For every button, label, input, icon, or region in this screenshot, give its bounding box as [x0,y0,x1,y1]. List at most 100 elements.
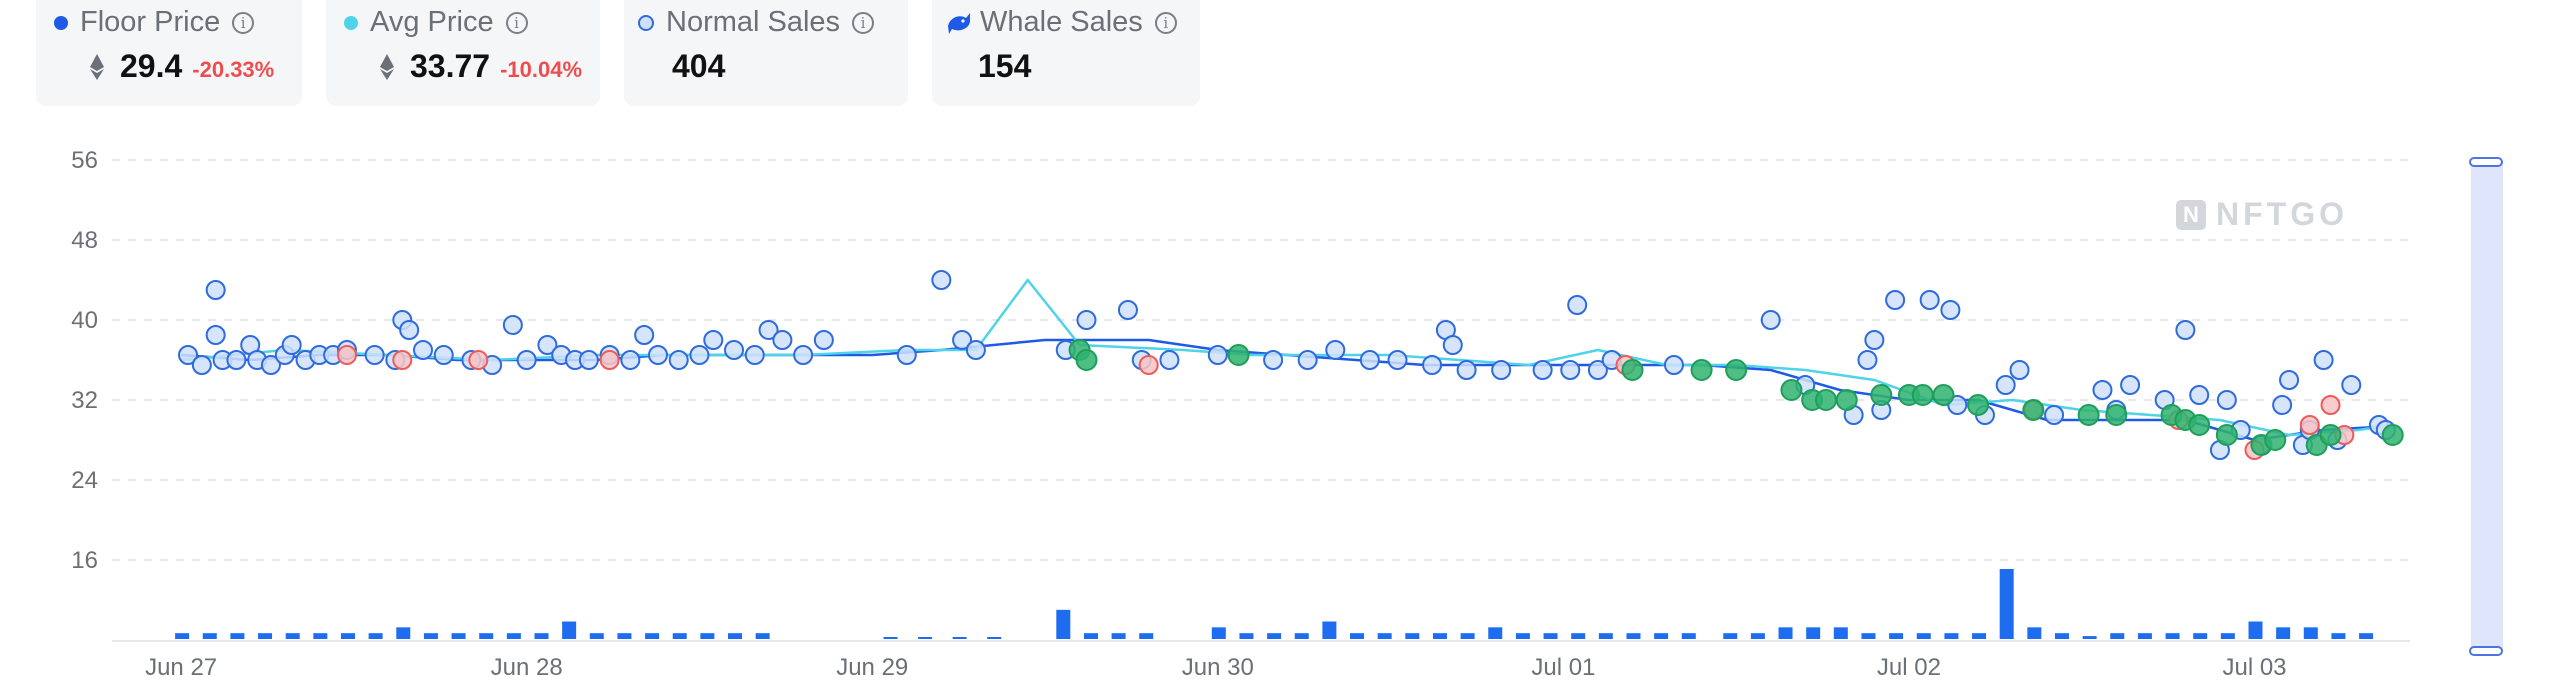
normal-sale-point [226,350,247,370]
normal-sale-point [952,330,973,350]
volume-bar [258,633,273,639]
whale-sale-point [1621,359,1644,381]
normal-sale-point [2175,320,2196,340]
normal-sale-point [1297,350,1318,370]
y-tick-label: 16 [71,547,98,574]
normal-sale-point [1325,340,1346,360]
volume-bar [534,633,549,639]
info-icon[interactable]: i [1154,11,1177,34]
info-icon[interactable]: i [505,11,528,34]
normal-sale-point [2313,350,2334,370]
volume-bar [1806,627,1821,639]
whale-icon [948,12,970,34]
range-scroll-track[interactable] [2471,162,2503,652]
nftgo-watermark: N NFTGO [2176,196,2348,233]
normal-sale-point [1117,300,1138,320]
floor-price-value: 29.4 [120,48,183,84]
normal-sale-point [793,345,814,365]
high-sale-point [2299,415,2320,435]
volume-bar [987,637,1002,639]
normal-sale-point [1663,355,1684,375]
normal-sale-point [1857,350,1878,370]
volume-bar [672,633,687,639]
volume-bar [451,633,466,639]
volume-bar [1294,633,1309,639]
y-tick-label: 40 [71,307,98,334]
volume-bar [1723,633,1738,639]
y-tick-label: 24 [71,467,98,494]
volume-bar [423,633,438,639]
range-handle-top[interactable] [2469,157,2503,167]
normal-sale-point [2009,360,2030,380]
volume-bar [645,633,660,639]
volume-bar [755,633,770,639]
whale-sale-point [1227,344,1250,366]
normal-sale-point [647,345,668,365]
volume-bar [1944,633,1959,639]
x-tick-label: Jul 02 [1877,654,1941,681]
whale-sale-point [1911,384,1934,406]
ethereum-icon [90,53,104,80]
normal-sale-point [896,345,917,365]
range-handle-bottom[interactable] [2469,646,2503,656]
volume-bar [1432,633,1447,639]
volume-bar [2110,633,2125,639]
volume-bar [952,637,967,639]
volume-bar [1488,627,1503,639]
normal-sale-point [2092,380,2113,400]
floor-price-change: -20.33% [192,57,275,82]
volume-bar [1889,633,1904,639]
normal-sale-point [2044,405,2065,425]
normal-sale-point [2189,385,2210,405]
volume-bar [202,633,217,639]
normal-sale-point [1532,360,1553,380]
normal-sale-point [281,335,302,355]
normal-sale-point [413,340,434,360]
volume-bar [918,637,933,639]
volume-bar [1056,609,1071,639]
normal-sale-point [1442,335,1463,355]
normal-sale-point [1076,310,1097,330]
normal-sale-point [1919,290,1940,310]
y-tick-label: 56 [71,147,98,174]
volume-bar [230,633,245,639]
volume-bar [1322,621,1337,639]
whale-sale-point [1075,349,1098,371]
volume-bar [2359,633,2374,639]
volume-bar [1681,633,1696,639]
normal-sale-point [1207,345,1228,365]
volume-bar [2248,621,2263,639]
whale-sale-point [1932,384,1955,406]
volume-bar [589,633,604,639]
normal-sale-point [178,345,199,365]
volume-bar [1571,633,1586,639]
normal-sale-point [1491,360,1512,380]
high-sale-point [2320,395,2341,415]
whale-sale-point [2381,424,2404,446]
normal-sale-point [1587,360,1608,380]
volume-bar [1972,633,1987,639]
info-icon[interactable]: i [232,11,255,34]
volume-bar [2054,633,2069,639]
volume-bar [1239,633,1254,639]
normal-sale-point [502,315,523,335]
normal-sale-point [813,330,834,350]
whale-sales-card: Whale Sales i 154 [932,0,1200,106]
volume-bar [313,633,328,639]
volume-bar [1833,627,1848,639]
normal-sale-point [399,320,420,340]
volume-bar [728,633,743,639]
normal-sale-point [364,345,385,365]
normal-sale-point [205,280,226,300]
normal-sale-point [744,345,765,365]
volume-bar [175,633,190,639]
floor-price-dot-icon [54,15,68,30]
avg-price-dot-icon [344,15,358,30]
normal-sale-point [1359,350,1380,370]
volume-bar [368,633,383,639]
volume-bar [2303,627,2318,639]
whale-sale-point [1814,389,1837,411]
volume-bar [396,627,411,639]
normal-sale-point [2216,390,2237,410]
info-icon[interactable]: i [852,11,875,34]
